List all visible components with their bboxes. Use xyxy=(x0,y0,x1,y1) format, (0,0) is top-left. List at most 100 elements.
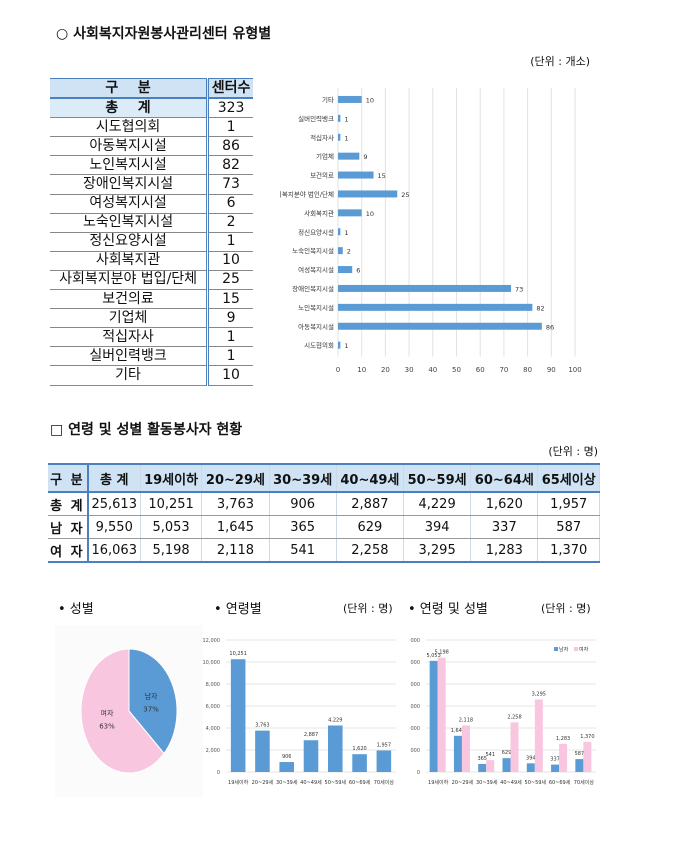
bar xyxy=(338,303,533,311)
x-tick-label: 40 xyxy=(428,366,437,374)
table-row: 노숙인복지시설 2 xyxy=(50,213,253,233)
category-label: 19세이하 xyxy=(428,779,449,786)
column-header: 19세이하 xyxy=(140,463,203,493)
data-label: 2,258 xyxy=(507,714,521,720)
row-label: 총 계 xyxy=(48,492,89,516)
column-header: 40~49세 xyxy=(336,463,405,493)
row-label: 사회복지관 xyxy=(50,251,210,271)
row-value: 10 xyxy=(207,365,253,386)
legend-label: 여자 xyxy=(579,646,589,653)
slice-percent: 37% xyxy=(143,705,159,713)
bar xyxy=(510,722,519,772)
table-total-row: 총 계 323 xyxy=(50,98,253,119)
category-label: 19세이하 xyxy=(228,779,249,786)
cell-value: 9,550 xyxy=(87,515,141,539)
category-label: 보건의료 xyxy=(310,171,334,180)
row-label: 여성복지시설 xyxy=(50,194,210,214)
y-tick-label: 10,000 xyxy=(203,660,221,666)
cell-value: 906 xyxy=(269,492,337,516)
cell-value: 1,957 xyxy=(537,492,600,516)
bar xyxy=(338,152,360,160)
data-label: 1 xyxy=(344,134,348,142)
data-label: 4,229 xyxy=(328,717,342,723)
legend-label: 남자 xyxy=(559,646,569,653)
section2-unit: (단위 : 명) xyxy=(548,445,598,458)
cell-value: 629 xyxy=(336,515,405,539)
bar xyxy=(338,209,362,217)
cell-value: 541 xyxy=(269,538,337,563)
age-gender-caption: • 연령 및 성별 xyxy=(408,602,488,617)
data-label: 1 xyxy=(344,115,348,123)
bar xyxy=(338,247,343,255)
gender-caption: • 성별 xyxy=(58,602,94,617)
bar xyxy=(437,657,446,772)
cell-value: 2,887 xyxy=(336,492,405,516)
cell-value: 10,251 xyxy=(140,492,203,516)
bar xyxy=(559,743,568,772)
age-unit: (단위 : 명) xyxy=(343,602,393,615)
table-row: 노인복지시설 82 xyxy=(50,155,253,176)
bar xyxy=(338,133,341,141)
column-header: 총 계 xyxy=(87,463,141,493)
bar xyxy=(352,754,367,772)
data-label: 1,957 xyxy=(377,742,391,748)
data-label: 10 xyxy=(366,96,374,104)
bar xyxy=(534,699,543,772)
total-label: 총 계 xyxy=(50,98,210,119)
table-header-row: 구 분 센터수 xyxy=(50,78,253,100)
section1-title: ○ 사회복지자원봉사관리센터 유형별 xyxy=(56,26,272,42)
table-row: 적십자사 1 xyxy=(50,327,253,348)
table-row: 사회복지분야 법입/단체 25 xyxy=(50,270,253,291)
data-label: 9 xyxy=(363,153,367,161)
row-label: 시도협의회 xyxy=(50,117,210,138)
pie-slice xyxy=(80,648,165,774)
legend-swatch xyxy=(554,647,558,651)
pie-slice xyxy=(128,648,178,755)
row-label: 노인복지시설 xyxy=(50,155,210,176)
table-row: 보건의료 15 xyxy=(50,289,253,310)
column-header: 50~59세 xyxy=(403,463,472,493)
row-label: 남 자 xyxy=(48,515,89,539)
y-tick-label: 6,000 xyxy=(206,704,220,710)
section2-title: □ 연령 및 성별 활동봉사자 현황 xyxy=(50,422,243,438)
table-row: 정신요양시설 1 xyxy=(50,232,253,252)
section1-unit: (단위 : 개소) xyxy=(530,55,590,68)
data-label: 1 xyxy=(344,342,348,350)
cell-value: 3,763 xyxy=(201,492,270,516)
cell-value: 1,283 xyxy=(470,538,539,563)
bar xyxy=(583,741,592,772)
row-value: 25 xyxy=(207,270,253,291)
x-tick-label: 30 xyxy=(405,366,414,374)
legend-swatch xyxy=(574,647,578,651)
age-gender-unit: (단위 : 명) xyxy=(541,602,591,615)
data-label: 82 xyxy=(536,304,544,312)
cell-value: 2,118 xyxy=(201,538,270,563)
y-tick-label: 4,000 xyxy=(206,726,220,732)
bar xyxy=(338,228,341,236)
x-tick-label: 100 xyxy=(568,366,581,374)
row-value: 73 xyxy=(207,174,253,195)
category-label: 사회복지관 xyxy=(304,208,334,217)
category-label: 시도협의회 xyxy=(304,341,334,350)
table-row: 장애인복지시설 73 xyxy=(50,174,253,195)
bar xyxy=(338,284,512,292)
cell-value: 337 xyxy=(470,515,539,539)
category-label: 30~39세 xyxy=(476,779,498,786)
x-tick-label: 60 xyxy=(476,366,485,374)
data-label: 86 xyxy=(546,323,554,331)
data-label: 5,198 xyxy=(435,650,449,656)
data-label: 73 xyxy=(515,285,523,293)
category-label: 20~29세 xyxy=(252,779,274,786)
data-label: 1,645 xyxy=(451,728,465,734)
bar xyxy=(551,764,560,772)
cell-value: 3,295 xyxy=(403,538,472,563)
data-label: 3,295 xyxy=(532,692,546,698)
x-tick-label: 0 xyxy=(336,366,340,374)
slice-name: 남자 xyxy=(145,691,158,700)
bar xyxy=(453,735,462,772)
table-row: 여 자 16,063 5,198 2,118 541 2,258 3,295 1,283 1,3… xyxy=(48,538,600,563)
table-row: 아동복지시설 86 xyxy=(50,136,253,157)
row-label: 적십자사 xyxy=(50,327,210,348)
category-label: 아동복지시설 xyxy=(298,322,334,331)
